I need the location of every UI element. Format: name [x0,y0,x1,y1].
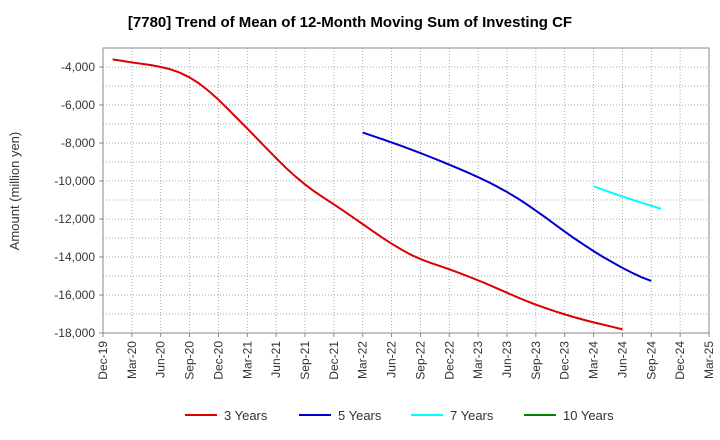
x-tick-label: Jun-22 [385,341,399,378]
x-tick-label: Dec-19 [96,341,110,380]
series-line-7-years [593,185,662,210]
x-tick-label: Dec-23 [558,341,572,380]
legend: 3 Years 5 Years 7 Years 10 Years [185,408,614,423]
y-tick-label: -10,000 [54,174,95,188]
x-tick-label: Mar-21 [240,341,254,379]
x-tick-label: Jun-21 [269,341,283,378]
x-tick-label: Mar-20 [125,341,139,379]
x-tick-label: Jun-20 [154,341,168,378]
y-tick-label: -18,000 [54,326,95,340]
x-tick-label: Sep-23 [529,341,543,380]
x-tick-label: Mar-24 [587,341,601,379]
series-line-5-years [362,131,652,282]
x-tick-label: Sep-22 [413,341,427,380]
plot-border [102,47,710,334]
x-tick-label: Mar-25 [702,341,716,379]
y-tick-label: -12,000 [54,212,95,226]
x-tick-label: Mar-23 [471,341,485,379]
y-axis-ticks: -4,000 -6,000 -8,000 -10,000 -12,000 -14,000 -… [54,60,103,340]
x-tick-label: Jun-24 [615,341,629,378]
y-tick-label: -8,000 [61,136,95,150]
x-tick-label: Jun-23 [500,341,514,378]
x-tick-label: Dec-20 [211,341,225,380]
y-tick-label: -16,000 [54,288,95,302]
x-tick-label: Dec-24 [673,341,687,380]
x-tick-label: Mar-22 [356,341,370,379]
x-tick-label: Sep-20 [183,341,197,380]
chart-title: [7780] Trend of Mean of 12-Month Moving … [128,14,572,31]
y-tick-label: -4,000 [61,60,95,74]
x-tick-label: Sep-24 [644,341,658,380]
legend-label: 3 Years [224,408,268,423]
legend-label: 10 Years [563,408,614,423]
x-tick-label: Dec-21 [327,341,341,380]
y-axis-label: Amount (million yen) [7,132,22,251]
y-tick-label: -6,000 [61,98,95,112]
legend-label: 5 Years [338,408,382,423]
x-tick-label: Sep-21 [298,341,312,380]
x-axis-ticks: Dec-19 Mar-20 Jun-20 Sep-20 Dec-20 Mar-21 Jun-… [96,333,716,380]
series-lines [112,58,662,331]
series-line-3-years [112,58,623,331]
legend-label: 7 Years [450,408,494,423]
x-tick-label: Dec-22 [442,341,456,380]
y-tick-label: -14,000 [54,250,95,264]
plot-area [103,48,709,333]
